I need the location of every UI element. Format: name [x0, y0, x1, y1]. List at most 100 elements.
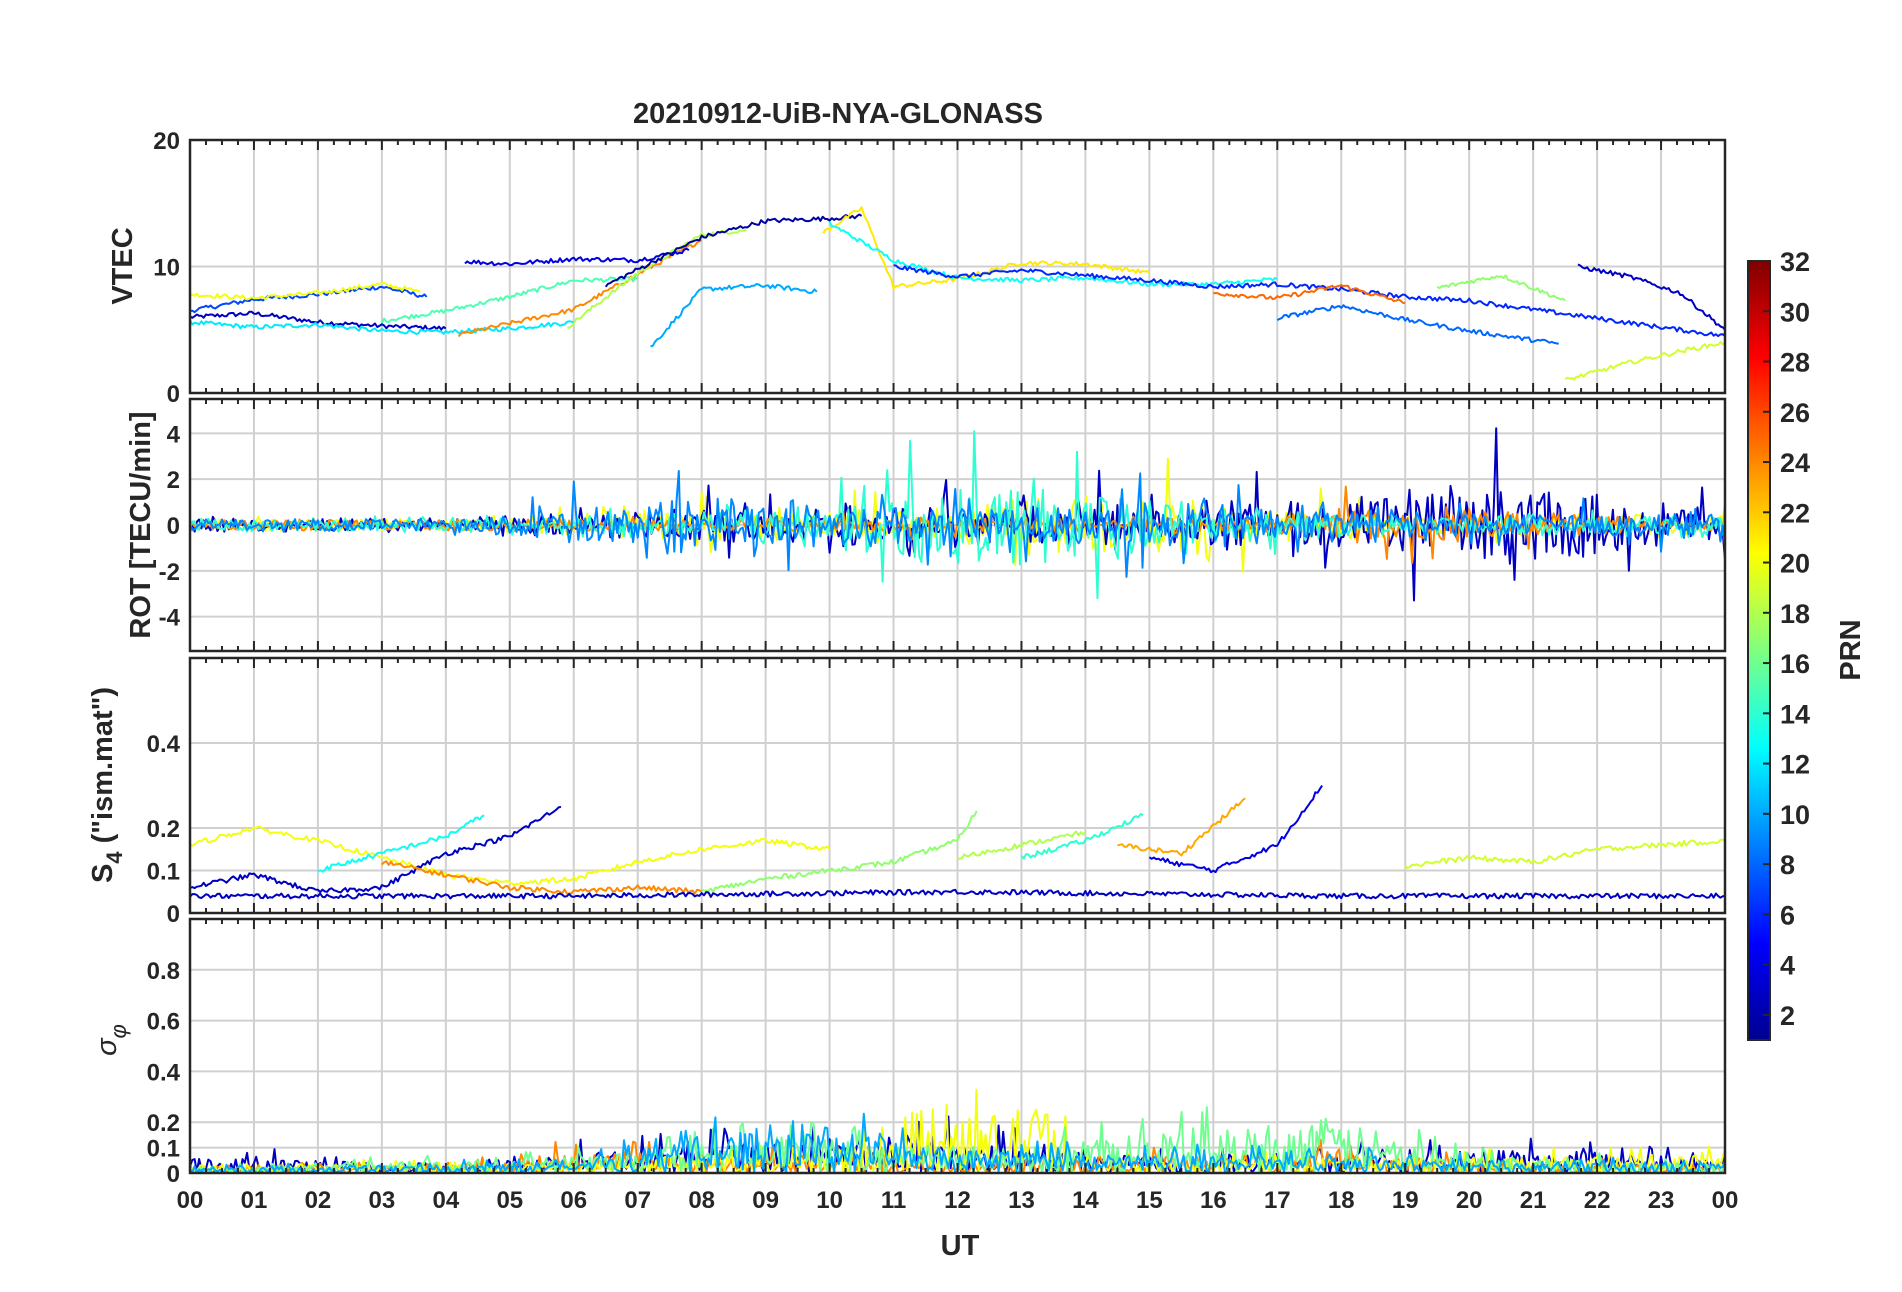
colorbar-tick-label: 30 — [1780, 297, 1810, 327]
figure-title: 20210912-UiB-NYA-GLONASS — [633, 98, 1043, 130]
series-prn-2 — [604, 213, 863, 288]
x-tick-label: 12 — [944, 1187, 971, 1214]
series-prn-13 — [317, 814, 485, 873]
colorbar-tick-label: 6 — [1780, 900, 1795, 930]
y-tick-label: 20 — [153, 128, 180, 155]
x-tick-label: 05 — [496, 1187, 523, 1214]
series-prn-15 — [381, 276, 639, 324]
series-group — [190, 427, 1725, 602]
y-tick-label: 0.4 — [147, 731, 181, 758]
x-tick-label: 03 — [369, 1187, 396, 1214]
y-tick-label: -2 — [159, 559, 180, 586]
x-tick-label: 07 — [624, 1187, 651, 1214]
panel-rot: -4 -2 0 2 4 ROT [TECU/min] — [125, 397, 1727, 653]
series-prn-3 — [190, 888, 1725, 900]
x-tick-label: 21 — [1520, 1187, 1547, 1214]
series-prn-17 — [1436, 274, 1566, 302]
series-prn-10 — [650, 283, 818, 348]
y-tick-label: 2 — [167, 467, 180, 494]
x-tick-label: 06 — [560, 1187, 587, 1214]
series-prn-14 — [1020, 813, 1144, 860]
x-tick-label: 17 — [1264, 1187, 1291, 1214]
colorbar-tick-label: 20 — [1780, 549, 1810, 579]
series-prn-19 — [1404, 838, 1725, 869]
colorbar-tick-label: 16 — [1780, 649, 1810, 679]
y-tick-label: 0 — [167, 901, 180, 928]
series-prn-24 — [457, 239, 703, 338]
colorbar-tick-label: 8 — [1780, 850, 1795, 880]
series-prn-24 — [381, 860, 703, 895]
x-tick-label: 22 — [1584, 1187, 1611, 1214]
x-tick-label: 00 — [177, 1187, 204, 1214]
y-axis-label: VTEC — [107, 227, 139, 304]
y-tick-label: 0.8 — [147, 958, 180, 985]
series-prn-19 — [1564, 340, 1725, 381]
colorbar-tick-label: 24 — [1780, 448, 1810, 478]
x-tick-label: 02 — [305, 1187, 332, 1214]
x-tick-label: 00 — [1712, 1187, 1739, 1214]
y-tick-label: 4 — [167, 421, 181, 448]
x-tick-label: 18 — [1328, 1187, 1355, 1214]
y-tick-label: 0.1 — [147, 1136, 180, 1163]
series-prn-20 — [190, 281, 421, 301]
x-tick-label: 11 — [881, 1187, 906, 1214]
colorbar-tick-label: 26 — [1780, 398, 1810, 428]
x-tick-label: 14 — [1072, 1187, 1099, 1214]
y-tick-label: 0 — [167, 1161, 180, 1188]
series-prn-20 — [190, 825, 831, 887]
y-tick-label: 0.2 — [147, 1110, 180, 1137]
series-prn-7 — [190, 285, 428, 314]
colorbar-tick-label: 22 — [1780, 498, 1810, 528]
x-axis: 00 01 02 03 04 05 06 07 08 09 10 11 12 13 14 15 16 17 18 19… — [177, 1187, 1739, 1214]
colorbar-tick-label: 10 — [1780, 800, 1810, 830]
series-prn-3 — [1577, 263, 1725, 331]
colorbar-tick-label: 18 — [1780, 599, 1810, 629]
series-prn-9 — [190, 470, 1725, 578]
series-prn-4 — [1148, 784, 1323, 874]
series-prn-18 — [957, 830, 1087, 861]
panel-vtec: 0 10 20 VTEC — [107, 128, 1727, 408]
series-prn-25 — [1213, 284, 1406, 305]
x-tick-label: 13 — [1008, 1187, 1035, 1214]
series-prn-17 — [701, 810, 978, 893]
x-tick-label: 09 — [752, 1187, 779, 1214]
y-tick-label: 10 — [153, 255, 180, 282]
panel-sigma_phi: 00.10.2 0.4 0.6 0.8 σφ — [91, 917, 1727, 1188]
x-tick-label: 19 — [1392, 1187, 1419, 1214]
colorbar-scale — [1747, 260, 1771, 1041]
colorbar-tick-label: 32 — [1780, 247, 1810, 277]
y-tick-label: 0 — [167, 513, 180, 540]
series-prn-6 — [893, 264, 1725, 338]
y-tick-label: 0.1 — [147, 859, 180, 886]
series-group — [190, 784, 1725, 900]
y-axis-label: S4 ("ism.mat") — [87, 687, 127, 883]
y-tick-label: 0.2 — [147, 816, 180, 843]
panel-s4: 0 0.1 0.2 0.4 S4 ("ism.mat") — [87, 656, 1727, 928]
x-tick-label: 10 — [816, 1187, 843, 1214]
axes-frame — [188, 397, 1727, 653]
x-tick-label: 08 — [688, 1187, 715, 1214]
x-tick-label: 04 — [432, 1187, 459, 1214]
x-tick-label: 15 — [1136, 1187, 1163, 1214]
colorbar-label: PRN — [1835, 619, 1867, 680]
axes-frame — [188, 917, 1727, 1175]
y-tick-label: 0.4 — [147, 1059, 181, 1086]
colorbar-tick-label: 28 — [1780, 348, 1810, 378]
series-prn-23 — [1117, 797, 1246, 857]
x-tick-label: 20 — [1456, 1187, 1483, 1214]
x-tick-label: 01 — [241, 1187, 268, 1214]
y-tick-label: 0 — [167, 381, 180, 408]
colorbar-tick-label: 12 — [1780, 750, 1810, 780]
x-tick-label: 16 — [1200, 1187, 1227, 1214]
axes-frame — [188, 656, 1727, 915]
series-prn-8 — [1276, 304, 1559, 345]
series-prn-4 — [464, 247, 690, 267]
series-prn-3 — [190, 310, 447, 331]
y-axis-label: σφ — [91, 1024, 131, 1056]
x-tick-label: 23 — [1648, 1187, 1675, 1214]
y-tick-label: 0.6 — [147, 1009, 180, 1036]
series-prn-12 — [190, 319, 575, 335]
